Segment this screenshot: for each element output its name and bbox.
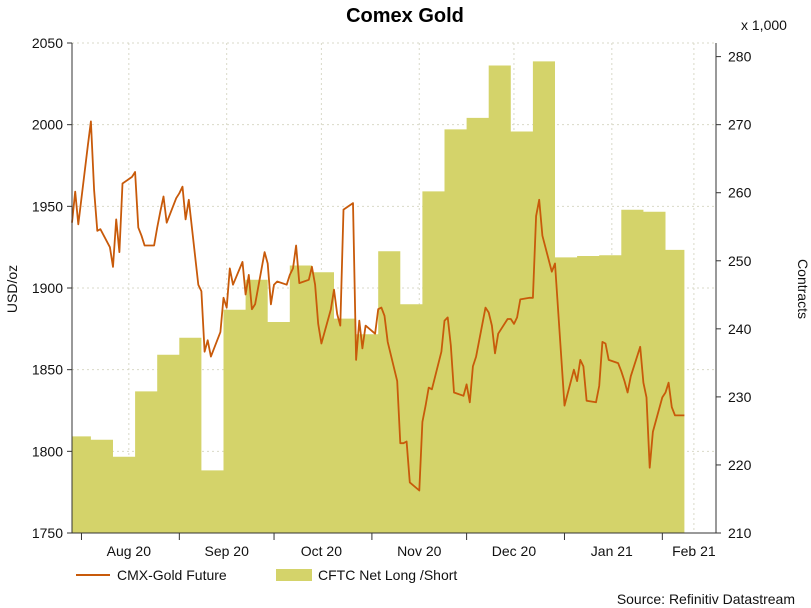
- x-tick-label: Aug 20: [107, 543, 152, 559]
- source-note: Source: Refinitiv Datastream: [617, 591, 795, 607]
- cftc-net-long-short-area: [72, 61, 685, 534]
- x-tick-label: Oct 20: [301, 543, 342, 559]
- right-axis-multiplier: x 1,000: [741, 17, 787, 33]
- left-tick-label: 1800: [32, 443, 63, 459]
- legend-label-cftc: CFTC Net Long /Short: [318, 567, 457, 583]
- cftc-area-layer: [72, 61, 685, 534]
- left-axis-ticks: 1750 1800 1850 1900 1950 2000 2050: [32, 35, 72, 541]
- legend: CMX-Gold Future CFTC Net Long /Short: [76, 567, 457, 583]
- left-tick-label: 1950: [32, 198, 63, 214]
- left-tick-label: 2050: [32, 35, 63, 51]
- right-tick-label: 250: [728, 253, 752, 269]
- x-tick-label: Jan 21: [591, 543, 633, 559]
- x-tick-label: Sep 20: [204, 543, 249, 559]
- right-axis-ticks: 210 220 230 240 250 260 270 280: [716, 49, 752, 541]
- right-tick-label: 260: [728, 185, 752, 201]
- right-tick-label: 220: [728, 457, 752, 473]
- x-tick-label: Dec 20: [492, 543, 537, 559]
- left-axis-label: USD/oz: [4, 265, 20, 313]
- right-tick-label: 270: [728, 117, 752, 133]
- legend-swatch-cftc: [276, 569, 312, 581]
- chart-title: Comex Gold: [346, 5, 464, 27]
- x-tick-label: Feb 21: [672, 543, 716, 559]
- cmx-gold-future-line: [71, 120, 685, 492]
- left-tick-label: 1900: [32, 280, 63, 296]
- left-tick-label: 1750: [32, 525, 63, 541]
- x-tick-label: Nov 20: [397, 543, 442, 559]
- right-tick-label: 230: [728, 389, 752, 405]
- legend-label-gold: CMX-Gold Future: [117, 567, 227, 583]
- left-tick-label: 1850: [32, 362, 63, 378]
- right-tick-label: 280: [728, 49, 752, 65]
- gold-line-layer: [71, 120, 685, 492]
- right-tick-label: 240: [728, 321, 752, 337]
- right-tick-label: 210: [728, 525, 752, 541]
- x-axis-ticks: Aug 20 Sep 20 Oct 20 Nov 20 Dec 20 Jan 21 Feb …: [80, 533, 716, 559]
- right-axis-label: Contracts: [795, 259, 811, 319]
- left-tick-label: 2000: [32, 117, 63, 133]
